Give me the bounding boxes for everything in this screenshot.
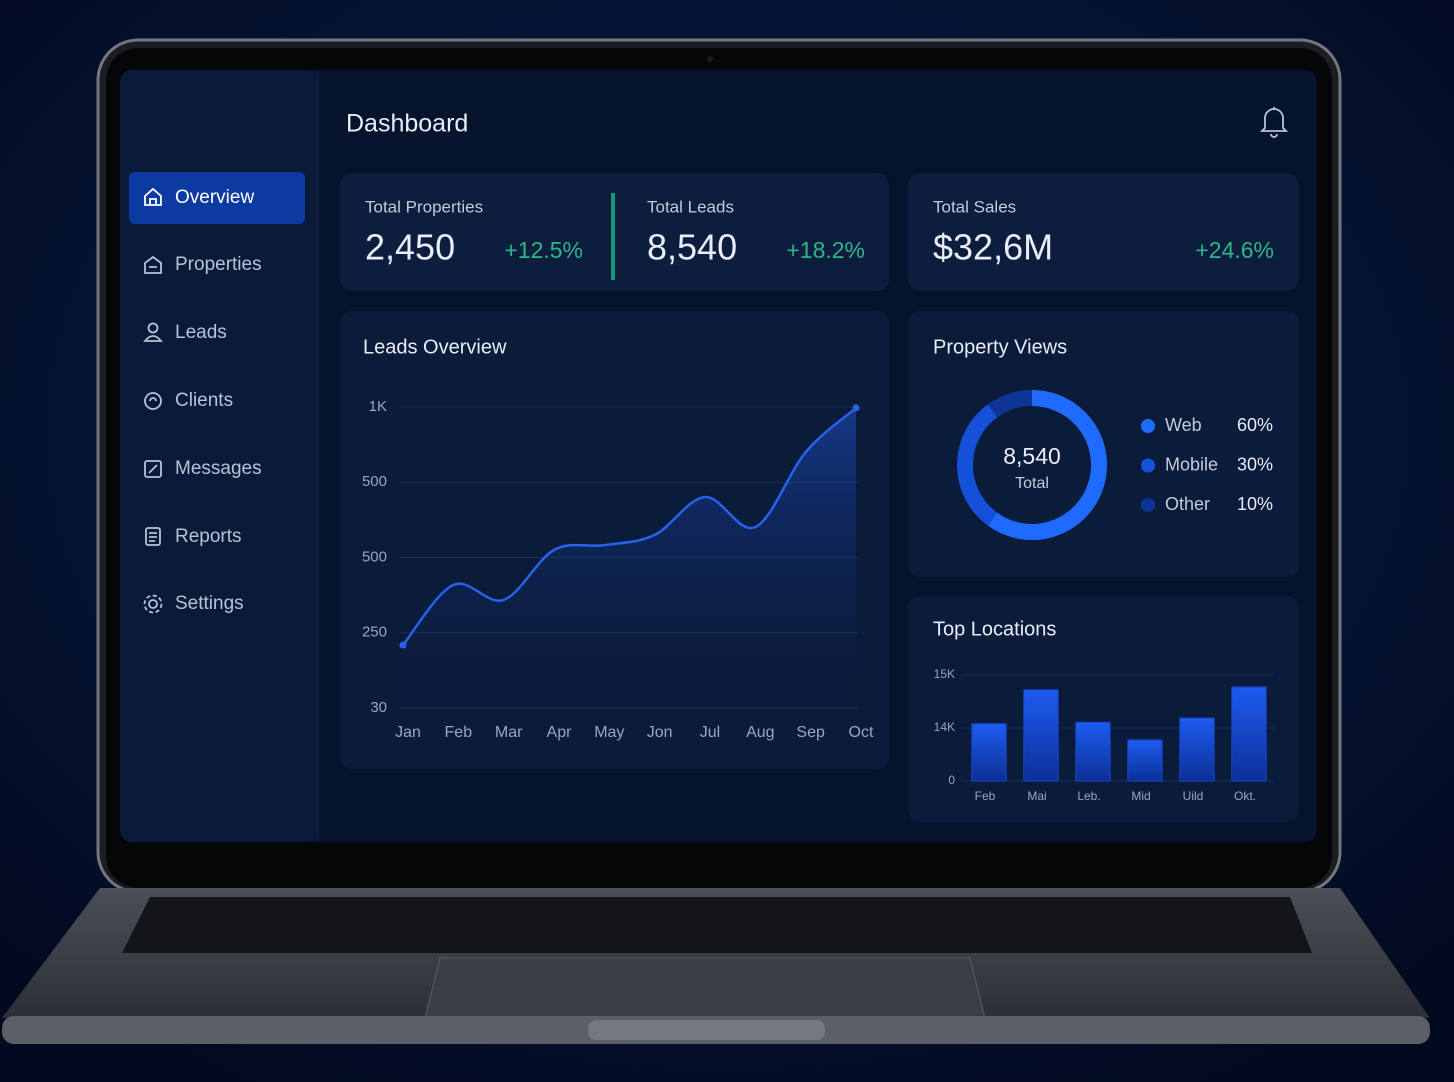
- charts: Leads Overview 30 250 500 500 1K Jan Feb Mar Apr M…: [362, 336, 1275, 803]
- stat-label: Total Leads: [647, 197, 734, 216]
- legend-dot: [1141, 498, 1155, 512]
- x-tick-label: Jul: [700, 724, 720, 741]
- y-tick-label: 30: [370, 699, 387, 716]
- y-tick-label: 15K: [934, 667, 955, 681]
- camera: [707, 56, 713, 62]
- x-tick-label: May: [594, 724, 624, 741]
- page-title: Dashboard: [346, 110, 468, 138]
- donut-center-value: 8,540: [1003, 443, 1061, 469]
- x-tick-label: Oct: [849, 724, 874, 741]
- bar: [1231, 686, 1267, 782]
- line: [402, 406, 857, 646]
- laptop-notch: [588, 1020, 825, 1040]
- x-tick-label: Mar: [495, 724, 523, 741]
- bar: [1127, 739, 1163, 782]
- x-tick-label: Sep: [796, 724, 825, 741]
- x-tick-label: Jan: [395, 724, 421, 741]
- line-point: [852, 404, 860, 412]
- y-tick-label: 14K: [934, 720, 955, 734]
- nav-item[interactable]: Settings: [175, 593, 244, 614]
- nav-item[interactable]: Leads: [175, 322, 227, 343]
- nav-item[interactable]: Reports: [175, 526, 242, 547]
- chart-title: Top Locations: [933, 618, 1056, 640]
- x-tick-label: Leb.: [1077, 789, 1100, 803]
- x-tick-label: Aug: [746, 724, 774, 741]
- bell-icon[interactable]: [1259, 107, 1289, 138]
- legend-value: 30%: [1237, 454, 1273, 474]
- x-tick-label: Okt.: [1234, 789, 1256, 803]
- legend-dot: [1141, 458, 1155, 473]
- nav-list: Overview Properties Leads Clients Messages Re…: [175, 187, 262, 614]
- legend-dot: [1141, 419, 1155, 433]
- x-tick-label: Apr: [547, 724, 573, 741]
- donut-segment: [987, 390, 1107, 540]
- stat-value: 2,450: [365, 227, 455, 268]
- y-tick-label: 1K: [369, 398, 387, 415]
- line-area: [403, 407, 856, 708]
- line-point: [399, 641, 407, 649]
- sidebar: [120, 70, 318, 842]
- x-tick-label: Feb: [975, 789, 996, 803]
- bar: [971, 723, 1007, 782]
- nav-item[interactable]: Properties: [175, 254, 262, 275]
- nav-icons: [143, 187, 163, 614]
- nav-item[interactable]: Overview: [175, 187, 254, 208]
- bar: [1023, 689, 1059, 782]
- x-tick-label: Uild: [1183, 789, 1204, 803]
- legend-label: Web: [1165, 415, 1202, 435]
- stat-value: $32,6M: [933, 227, 1053, 268]
- x-tick-label: Mid: [1131, 789, 1150, 803]
- y-tick-label: 0: [948, 773, 955, 787]
- sales-card: [908, 173, 1299, 291]
- chart-title: Leads Overview: [363, 336, 507, 358]
- bar: [1179, 717, 1215, 782]
- x-tick-label: Jon: [647, 724, 673, 741]
- y-tick-label: 500: [362, 473, 387, 490]
- donut-center-label: Total: [1015, 475, 1049, 492]
- nav-active[interactable]: [129, 172, 305, 224]
- stat-change: +18.2%: [786, 237, 865, 263]
- legend-value: 60%: [1237, 415, 1273, 435]
- donut-segment: [987, 390, 1033, 418]
- x-tick-label: Feb: [445, 724, 473, 741]
- stat-label: Total Sales: [933, 197, 1016, 216]
- y-tick-label: 250: [362, 624, 387, 641]
- legend-label: Mobile: [1165, 454, 1218, 474]
- keyboard: [122, 897, 1312, 953]
- y-tick-label: 500: [362, 548, 387, 565]
- stat-value: 8,540: [647, 227, 737, 268]
- legend-value: 10%: [1237, 494, 1273, 514]
- stat-label: Total Properties: [365, 197, 483, 216]
- bar: [1075, 721, 1111, 782]
- nav-item[interactable]: Clients: [175, 390, 233, 411]
- trackpad: [424, 957, 986, 1019]
- stat-change: +12.5%: [504, 237, 583, 263]
- x-tick-label: Mai: [1027, 789, 1046, 803]
- nav-item[interactable]: Messages: [175, 458, 262, 479]
- stat-change: +24.6%: [1195, 237, 1274, 263]
- chart-title: Property Views: [933, 336, 1067, 358]
- donut-segment: [957, 404, 998, 526]
- legend-label: Other: [1165, 494, 1210, 514]
